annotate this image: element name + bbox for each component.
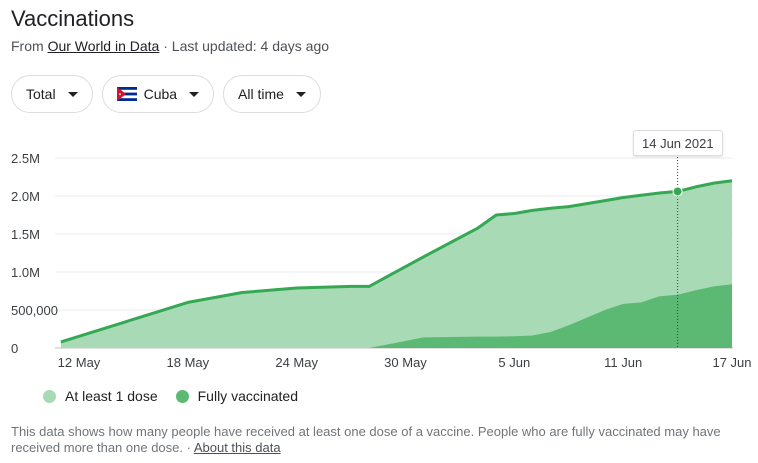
area-first-dose xyxy=(60,180,733,348)
x-tick-label: 18 May xyxy=(167,355,210,370)
vaccination-chart[interactable]: 0 500,000 1.0M 1.5M 2.0M 2.5M 12 May 18 May 24 M… xyxy=(0,148,758,378)
source-prefix: From xyxy=(11,38,48,54)
y-tick-label: 1.5M xyxy=(11,227,40,242)
y-tick-label: 2.5M xyxy=(11,151,40,166)
y-tick-label: 2.0M xyxy=(11,189,40,204)
highlight-point xyxy=(672,186,683,197)
date-tooltip: 14 Jun 2021 xyxy=(633,130,723,156)
chart-legend: At least 1 dose Fully vaccinated xyxy=(43,388,316,404)
x-tick-label: 24 May xyxy=(275,355,318,370)
footer-note: This data shows how many people have rec… xyxy=(11,424,751,456)
x-tick-label: 12 May xyxy=(58,355,101,370)
time-range-dropdown-label: All time xyxy=(238,86,284,102)
last-updated: · Last updated: 4 days ago xyxy=(159,38,330,54)
area-fully-vaccinated xyxy=(60,284,733,348)
metric-dropdown-label: Total xyxy=(26,86,56,102)
caret-down-icon xyxy=(189,91,200,97)
source-line: From Our World in Data · Last updated: 4… xyxy=(11,38,329,54)
x-tick-label: 30 May xyxy=(384,355,427,370)
legend-first-dose-swatch xyxy=(43,389,56,403)
legend-item-fully[interactable]: Fully vaccinated xyxy=(175,388,299,404)
x-tick-label: 11 Jun xyxy=(604,355,642,370)
tooltip-date: 14 Jun 2021 xyxy=(642,135,714,151)
x-tick-label: 5 Jun xyxy=(498,355,530,370)
time-range-dropdown[interactable]: All time xyxy=(223,75,321,113)
cuba-flag-icon xyxy=(116,87,137,101)
legend-fully-label: Fully vaccinated xyxy=(197,388,299,404)
country-dropdown-label: Cuba xyxy=(143,86,178,102)
footer-separator: · xyxy=(183,440,194,455)
caret-down-icon xyxy=(295,91,306,97)
legend-first-dose-label: At least 1 dose xyxy=(65,388,158,404)
metric-dropdown[interactable]: Total xyxy=(11,75,93,113)
caret-down-icon xyxy=(67,91,78,97)
y-tick-label: 0 xyxy=(11,341,18,356)
y-tick-label: 1.0M xyxy=(11,265,40,280)
source-link[interactable]: Our World in Data xyxy=(47,38,160,54)
page-title: Vaccinations xyxy=(11,6,135,31)
x-tick-label: 17 Jun xyxy=(712,355,751,370)
footer-text: This data shows how many people have rec… xyxy=(11,424,721,455)
legend-item-first-dose[interactable]: At least 1 dose xyxy=(43,388,158,404)
y-tick-label: 500,000 xyxy=(11,303,58,318)
area-layer xyxy=(60,179,733,348)
marker-layer xyxy=(672,154,683,348)
line-first-dose xyxy=(60,179,733,344)
legend-fully-swatch xyxy=(175,389,189,403)
about-data-link[interactable]: About this data xyxy=(193,440,281,455)
axis-labels: 0 500,000 1.0M 1.5M 2.0M 2.5M 12 May 18 May 24 M… xyxy=(11,151,752,370)
filter-bar: Total Cuba All time xyxy=(11,75,321,113)
country-dropdown[interactable]: Cuba xyxy=(101,75,215,113)
